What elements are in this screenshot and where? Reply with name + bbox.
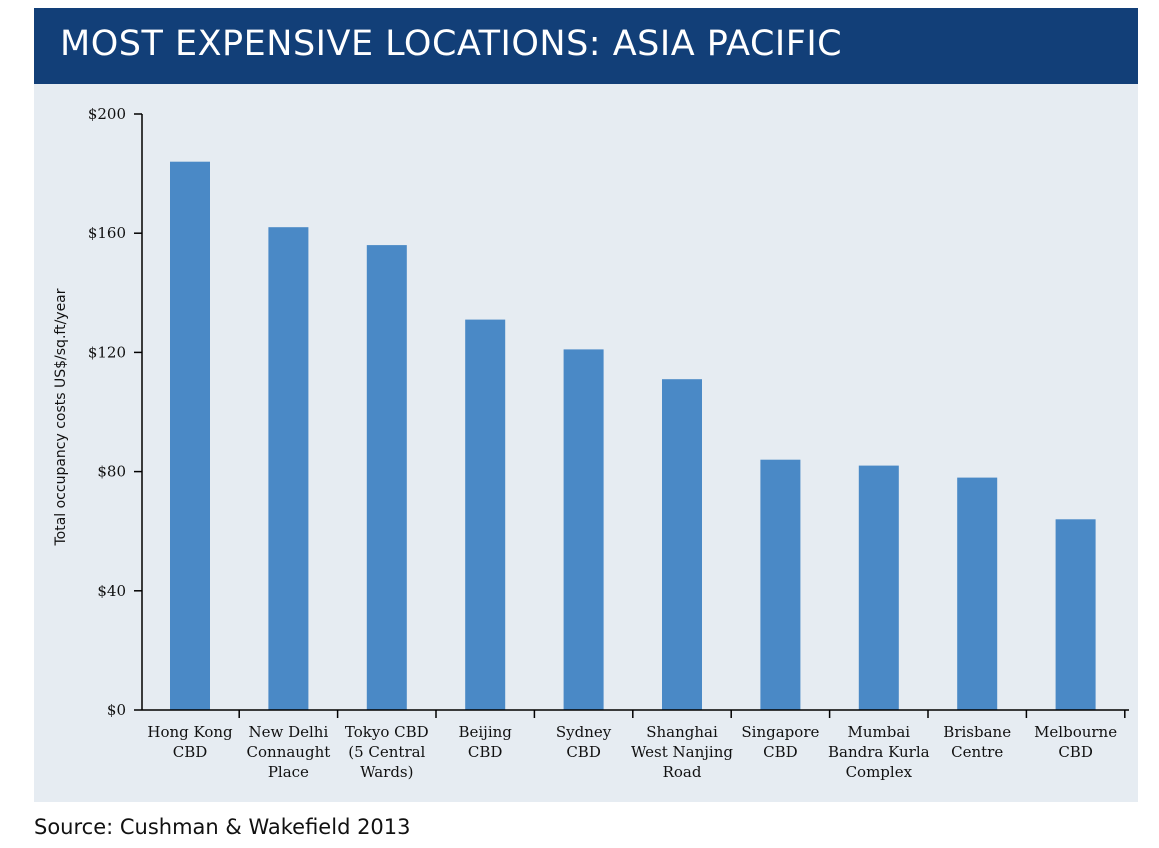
bar-7 <box>858 465 899 710</box>
y-tick-label: $200 <box>88 105 126 123</box>
source-note: Source: Cushman & Wakefield 2013 <box>34 815 411 839</box>
bar-8 <box>957 477 998 710</box>
x-tick-label: Beijing CBD <box>458 723 512 761</box>
bar-6 <box>760 459 801 710</box>
bar-2 <box>366 245 407 710</box>
bar-3 <box>465 319 506 710</box>
y-tick-label: $160 <box>88 224 126 242</box>
chart-title: MOST EXPENSIVE LOCATIONS: ASIA PACIFIC <box>60 24 843 64</box>
axes-layer <box>134 113 1129 718</box>
y-tick-label: $80 <box>97 463 126 481</box>
x-tick-label: Shanghai West Nanjing Road <box>631 723 733 781</box>
labels-layer: $0 $40 $80 $120 $160 $200 Hong Kong CBD New Delh… <box>53 105 1117 781</box>
y-axis-title: Total occupancy costs US$/sq.ft/year <box>53 288 69 546</box>
bar-9 <box>1055 519 1096 710</box>
title-banner: MOST EXPENSIVE LOCATIONS: ASIA PACIFIC <box>34 8 1138 84</box>
x-tick-label: Hong Kong CBD <box>147 723 233 761</box>
x-tick-label: Singapore CBD <box>741 723 819 761</box>
bar-0 <box>170 161 210 710</box>
x-tick-label: Tokyo CBD (5 Central Wards) <box>345 723 429 781</box>
x-tick-label: Sydney CBD <box>556 723 612 761</box>
x-tick-label: New Delhi Connaught Place <box>247 723 331 781</box>
bar-1 <box>268 227 309 710</box>
y-tick-label: $0 <box>107 701 126 719</box>
bar-4 <box>563 349 604 710</box>
bar-5 <box>662 379 702 710</box>
x-tick-label: Mumbai Bandra Kurla Complex <box>828 723 930 781</box>
x-tick-label: Melbourne CBD <box>1034 723 1117 761</box>
bars-layer <box>170 161 1096 710</box>
x-tick-label: Brisbane Centre <box>943 723 1011 761</box>
y-tick-label: $120 <box>88 343 126 361</box>
y-tick-label: $40 <box>97 582 126 600</box>
